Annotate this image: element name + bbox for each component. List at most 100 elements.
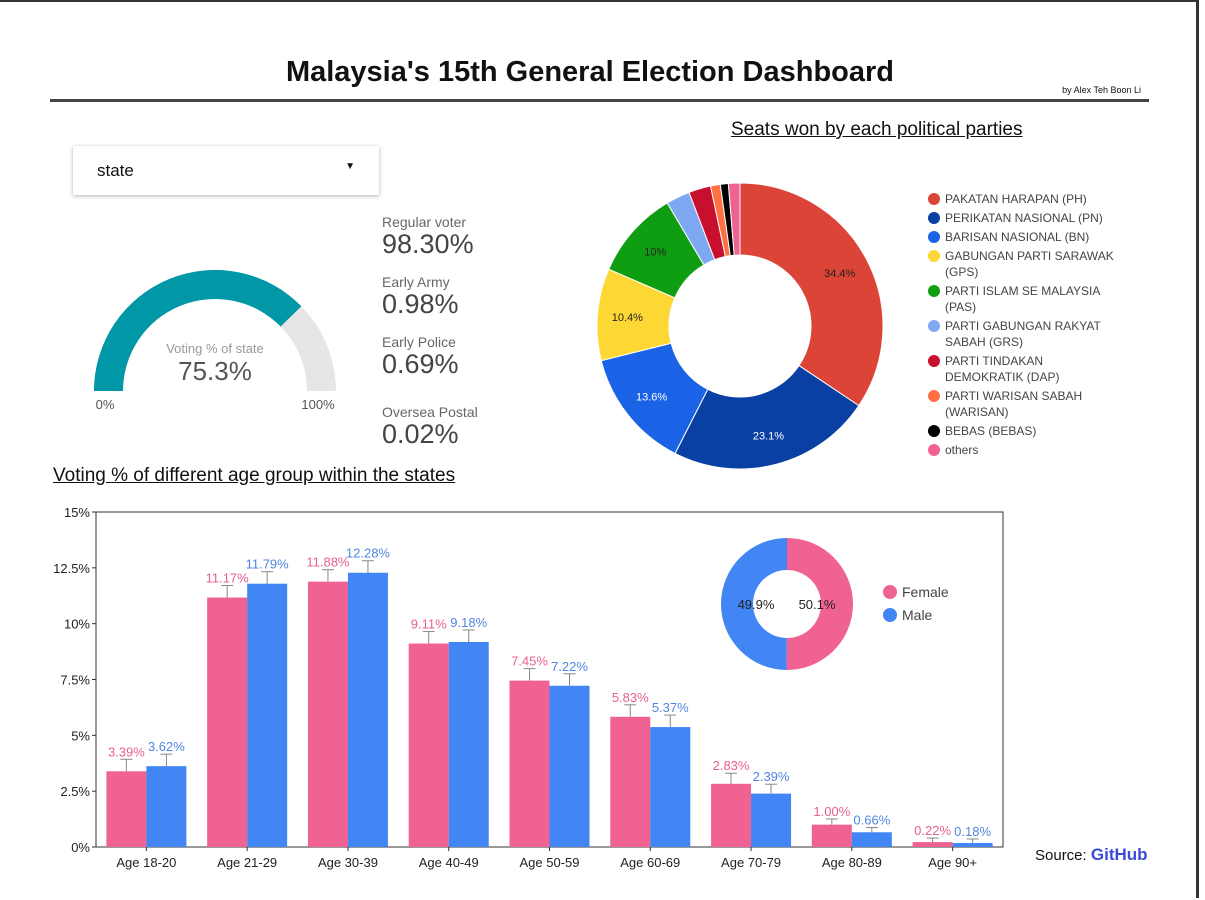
legend-label: DEMOKRATIK (DAP) — [945, 370, 1059, 384]
x-tick-label: Age 40-49 — [419, 855, 479, 870]
age-group-chart-title: Voting % of different age group within t… — [53, 465, 456, 486]
stat-label-early-army: Early Army — [382, 274, 450, 290]
bar-female — [610, 716, 651, 847]
caret-down-icon: ▼ — [345, 161, 355, 172]
bar-male — [851, 832, 892, 847]
legend-label: (GPS) — [945, 265, 978, 279]
gauge-value: 75.3% — [178, 356, 252, 386]
stat-value-regular-voter: 98.30% — [382, 229, 474, 259]
bar-male — [247, 583, 288, 847]
gender-slice — [720, 538, 787, 670]
bar-female — [408, 643, 449, 847]
bar-value-label: 11.17% — [206, 571, 250, 586]
x-tick-label: Age 70-79 — [721, 855, 781, 870]
bar-value-label: 1.00% — [813, 804, 850, 819]
bar-value-label: 0.22% — [914, 823, 951, 838]
bar-male — [146, 766, 187, 847]
stat-value-oversea-postal: 0.02% — [382, 419, 459, 449]
legend-swatch — [928, 193, 940, 205]
legend-swatch — [928, 444, 940, 456]
state-dropdown[interactable]: state ▼ — [73, 146, 379, 195]
party-slice-label: 10% — [644, 246, 666, 258]
party-slice-label: 13.6% — [636, 391, 667, 403]
legend-label: BARISAN NASIONAL (BN) — [945, 230, 1089, 244]
bar-value-label: 3.39% — [108, 744, 145, 759]
bar-male — [751, 793, 792, 847]
github-link[interactable]: GitHub — [1090, 845, 1148, 864]
x-tick-label: Age 30-39 — [318, 855, 378, 870]
y-tick-label: 5% — [71, 728, 90, 743]
legend-swatch — [883, 608, 897, 622]
bar-female — [912, 842, 953, 847]
y-tick-label: 12.5% — [53, 561, 90, 576]
gauge-label: Voting % of state — [166, 341, 264, 356]
bar-value-label: 2.39% — [753, 769, 790, 784]
legend-label: (WARISAN) — [945, 405, 1009, 419]
bar-female — [509, 680, 550, 847]
title-divider — [50, 99, 1149, 102]
bar-value-label: 3.62% — [148, 739, 185, 754]
party-legend: PAKATAN HARAPAN (PH) PERIKATAN NASIONAL (… — [928, 192, 1114, 457]
x-tick-label: Age 21-29 — [217, 855, 277, 870]
legend-swatch — [928, 212, 940, 224]
source-prefix: Source: — [1035, 847, 1091, 864]
bar-value-label: 0.66% — [853, 812, 890, 827]
bar-female — [307, 581, 348, 847]
legend-label: (PAS) — [945, 300, 976, 314]
x-tick-label: Age 18-20 — [116, 855, 176, 870]
x-tick-label: Age 50-59 — [520, 855, 580, 870]
bar-female — [711, 783, 752, 847]
bar-value-label: 11.88% — [306, 555, 350, 570]
bar-male — [952, 842, 993, 847]
legend-label: PAKATAN HARAPAN (PH) — [945, 192, 1087, 206]
stat-value-early-police: 0.69% — [382, 349, 459, 379]
legend-swatch — [928, 231, 940, 243]
state-dropdown-value: state — [97, 161, 134, 180]
bar-male — [549, 685, 590, 847]
stat-label-early-police: Early Police — [382, 334, 456, 350]
legend-label: Female — [902, 584, 949, 600]
gauge-min-label: 0% — [96, 397, 115, 412]
bar-value-label: 11.79% — [246, 557, 290, 572]
y-tick-label: 10% — [64, 617, 90, 632]
legend-swatch — [928, 425, 940, 437]
legend-label: others — [945, 443, 978, 457]
author-byline: by Alex Teh Boon Li — [1062, 85, 1141, 95]
y-tick-label: 7.5% — [60, 673, 90, 688]
gender-slice — [786, 538, 853, 670]
x-tick-label: Age 60-69 — [620, 855, 680, 870]
bar-value-label: 9.11% — [411, 617, 447, 632]
party-seats-title: Seats won by each political parties — [731, 119, 1023, 140]
bar-value-label: 12.28% — [346, 546, 391, 561]
source-line: Source: GitHub — [1035, 845, 1148, 865]
legend-swatch — [928, 285, 940, 297]
age-group-bar-chart: 0% 2.5% 5% 7.5% 10% 12.5% 15% Age 18-20 3.39% 3.6… — [53, 505, 1004, 870]
stat-label-oversea-postal: Oversea Postal — [382, 404, 478, 420]
legend-swatch — [928, 320, 940, 332]
gauge-max-label: 100% — [301, 397, 335, 412]
bar-value-label: 0.18% — [954, 824, 991, 839]
bar-female — [811, 824, 852, 847]
bar-male — [347, 572, 388, 847]
legend-label: PARTI WARISAN SABAH — [945, 389, 1082, 403]
legend-label: PERIKATAN NASIONAL (PN) — [945, 211, 1103, 225]
y-tick-label: 0% — [71, 840, 90, 855]
bar-value-label: 2.83% — [713, 758, 750, 773]
legend-swatch — [928, 390, 940, 402]
bar-value-label: 5.37% — [652, 700, 689, 715]
gender-slice-label: 50.1% — [799, 597, 836, 612]
bar-value-label: 7.22% — [551, 659, 588, 674]
legend-label: GABUNGAN PARTI SARAWAK — [945, 249, 1114, 263]
legend-label: PARTI TINDAKAN — [945, 354, 1043, 368]
bar-female — [207, 597, 248, 847]
legend-swatch — [928, 250, 940, 262]
page-title: Malaysia's 15th General Election Dashboa… — [285, 56, 895, 88]
bar-female — [106, 771, 147, 847]
bar-value-label: 7.45% — [511, 654, 548, 669]
legend-label: SABAH (GRS) — [945, 335, 1023, 349]
gauge-fill — [94, 270, 302, 391]
voting-gauge: Voting % of state 75.3% 0% 100% — [94, 270, 336, 412]
bar-value-label: 5.83% — [612, 690, 649, 705]
stat-label-regular-voter: Regular voter — [382, 214, 467, 230]
